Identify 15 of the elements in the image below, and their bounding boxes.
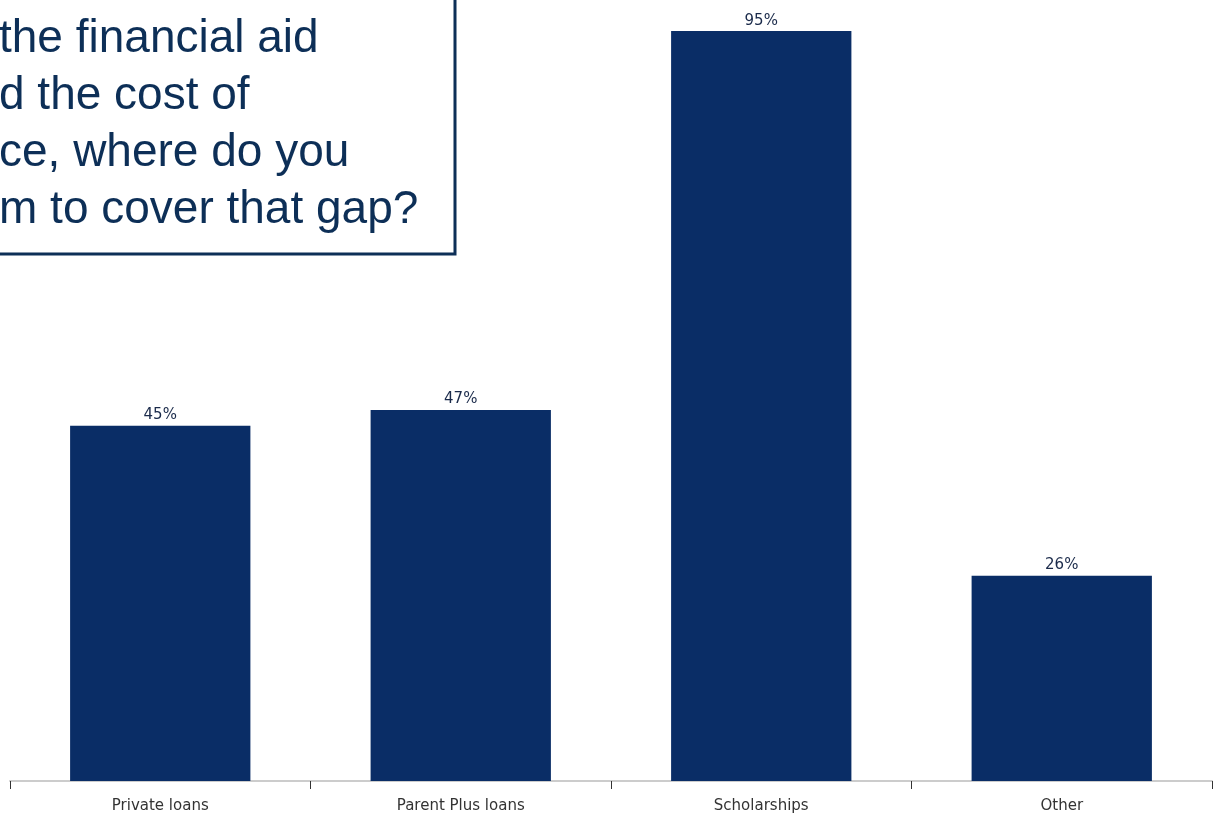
data-label: 45%	[143, 405, 177, 424]
annotation: ce, where do you	[0, 124, 350, 176]
data-label: 26%	[1045, 555, 1079, 574]
bar	[971, 575, 1152, 781]
x-tick-label: Parent Plus loans	[396, 795, 525, 814]
annotation: m to cover that gap?	[0, 181, 419, 233]
data-label: 95%	[744, 10, 778, 29]
data-label: 47%	[444, 389, 478, 408]
x-tick-label: Private loans	[111, 795, 209, 814]
annotation: d the cost of	[0, 67, 250, 119]
x-tick-label: Other	[1040, 795, 1084, 814]
bar	[671, 31, 852, 781]
bar	[70, 425, 251, 781]
bar	[370, 409, 551, 781]
x-tick-label: Scholarships	[713, 795, 809, 814]
